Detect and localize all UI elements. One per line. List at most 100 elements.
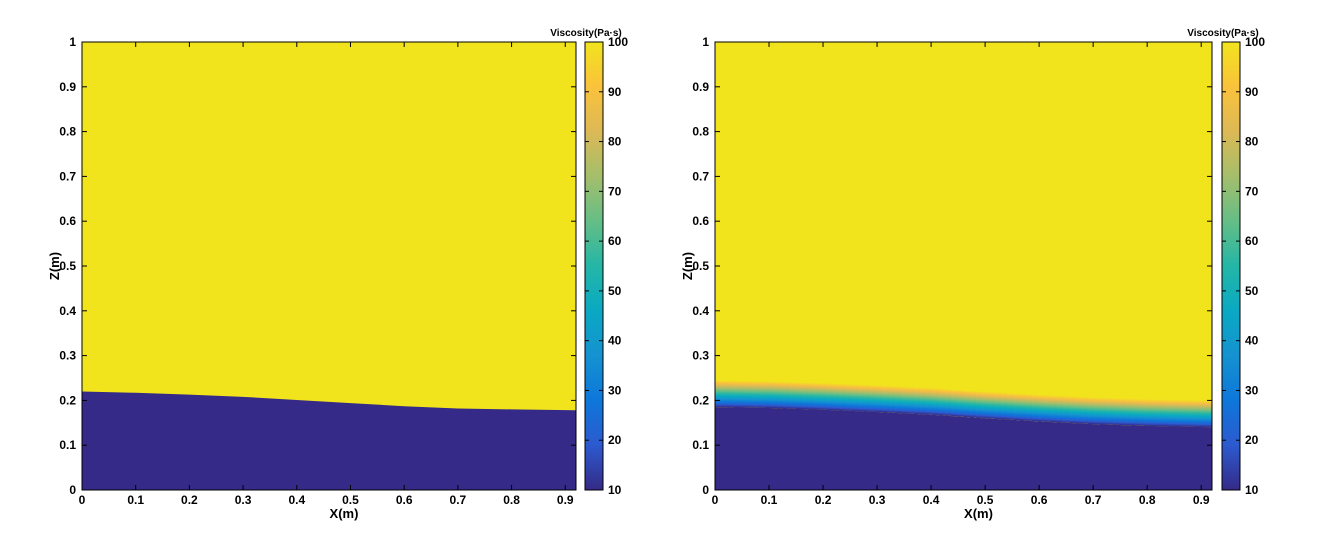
y-tick-label: 0.2 — [692, 393, 709, 407]
x-tick-label: 0.4 — [288, 493, 305, 507]
x-tick-label: 0.1 — [127, 493, 144, 507]
transition-strip — [951, 389, 958, 417]
x-tick-label: 0.1 — [761, 493, 778, 507]
transition-strip — [994, 392, 1002, 420]
transition-strip — [1062, 395, 1070, 423]
y-tick-label: 0.9 — [692, 80, 709, 94]
x-axis-label: X(m) — [964, 506, 993, 521]
transition-strip — [795, 382, 803, 410]
x-tick-label: 0.5 — [977, 493, 994, 507]
y-tick-label: 0.5 — [692, 259, 709, 273]
transition-strip — [783, 381, 791, 409]
transition-strip — [1100, 397, 1107, 425]
colorbar — [584, 41, 604, 491]
colorbar-tick-label: 40 — [608, 334, 622, 348]
y-tick-label: 0.2 — [59, 393, 76, 407]
transition-strip — [839, 383, 847, 411]
x-tick-label: 0.6 — [1031, 493, 1048, 507]
transition-strip — [770, 381, 778, 409]
transition-strip — [789, 381, 797, 409]
transition-strip — [969, 390, 977, 418]
y-tick-label: 0.1 — [692, 438, 709, 452]
x-tick-label: 0.8 — [1139, 493, 1156, 507]
y-tick-label: 0 — [69, 483, 76, 497]
colorbar-tick-label: 10 — [608, 483, 622, 497]
y-axis-ticks: 0 0.1 0.2 0.3 0.4 0.5 0.6 0.7 0.8 0.9 1 — [59, 35, 576, 497]
transition-strip — [857, 384, 865, 412]
transition-strip — [876, 385, 884, 413]
x-tick-label: 0.8 — [503, 493, 520, 507]
transition-strip — [820, 382, 828, 410]
transition-strip — [739, 380, 747, 408]
colorbar-tick-label: 70 — [1245, 184, 1259, 198]
colorbar-tick-label: 10 — [1245, 483, 1259, 497]
colorbar-label: Viscosity(Pa·s) — [1187, 28, 1259, 39]
y-tick-label: 0.4 — [692, 304, 709, 318]
transition-strip — [1125, 398, 1132, 426]
transition-strip — [1156, 399, 1163, 427]
transition-strip — [1118, 398, 1126, 426]
y-axis-label: Z(m) — [680, 252, 695, 280]
colorbar-ticks: 10 20 30 40 50 60 70 80 90 100 — [585, 35, 628, 497]
transition-strip — [938, 388, 946, 416]
colorbar-tick-label: 30 — [1245, 383, 1259, 397]
colorbar-tick-label: 60 — [1245, 234, 1259, 248]
x-tick-label: 0.6 — [396, 493, 413, 507]
transition-strip — [1044, 394, 1052, 422]
transition-strip — [1000, 392, 1008, 420]
transition-strip — [907, 386, 915, 414]
transition-strip — [1087, 397, 1095, 425]
transition-strip — [882, 385, 890, 413]
transition-strip — [851, 384, 859, 412]
y-tick-label: 0 — [702, 483, 709, 497]
transition-strip — [1199, 400, 1207, 428]
transition-strip — [957, 389, 965, 417]
transition-strip — [1180, 399, 1188, 427]
transition-strip — [1149, 399, 1157, 427]
transition-strip — [833, 383, 840, 411]
colorbar-tick-label: 80 — [1245, 135, 1259, 149]
transition-strip — [1056, 395, 1064, 423]
transition-strip — [1174, 399, 1182, 427]
transition-strip — [1006, 392, 1014, 420]
transition-strip — [1112, 398, 1120, 425]
x-tick-label: 0 — [79, 493, 86, 507]
transition-strip — [1069, 396, 1076, 424]
x-axis-ticks: 0 0.1 0.2 0.3 0.4 0.5 0.6 0.7 0.8 0.9 — [712, 42, 1210, 507]
colorbar-tick-label: 20 — [608, 433, 622, 447]
transition-strip — [801, 382, 809, 410]
y-tick-label: 0.4 — [59, 304, 76, 318]
transition-strip — [901, 386, 909, 414]
transition-strip — [1137, 398, 1145, 426]
transition-strip — [1187, 399, 1194, 427]
y-tick-label: 1 — [69, 35, 76, 49]
colorbar-tick-label: 90 — [1245, 85, 1259, 99]
transition-strip — [913, 387, 921, 415]
y-tick-label: 0.5 — [59, 259, 76, 273]
y-tick-label: 0.3 — [692, 349, 709, 363]
transition-strip — [870, 385, 878, 412]
transition-strip — [758, 381, 766, 408]
x-tick-label: 0.9 — [557, 493, 574, 507]
colorbar — [1221, 41, 1241, 491]
transition-strip — [1193, 400, 1201, 427]
y-tick-label: 0.7 — [59, 169, 76, 183]
colorbar-label: Viscosity(Pa·s) — [550, 28, 622, 39]
transition-strip — [895, 386, 902, 414]
y-tick-label: 0.7 — [692, 169, 709, 183]
y-axis-label: Z(m) — [47, 252, 62, 280]
x-tick-label: 0.3 — [869, 493, 886, 507]
transition-strip — [777, 381, 784, 409]
colorbar-ticks: 10 20 30 40 50 60 70 80 90 100 — [1222, 35, 1265, 497]
transition-strip — [1013, 393, 1021, 421]
heatmap-field-left — [82, 42, 576, 490]
transition-strip — [808, 382, 815, 410]
x-tick-label: 0.9 — [1193, 493, 1210, 507]
transition-strip — [721, 380, 729, 408]
y-tick-label: 0.3 — [59, 349, 76, 363]
colorbar-tick-label: 60 — [608, 234, 622, 248]
colorbar-tick-label: 80 — [608, 135, 622, 149]
transition-strip — [1081, 396, 1089, 424]
